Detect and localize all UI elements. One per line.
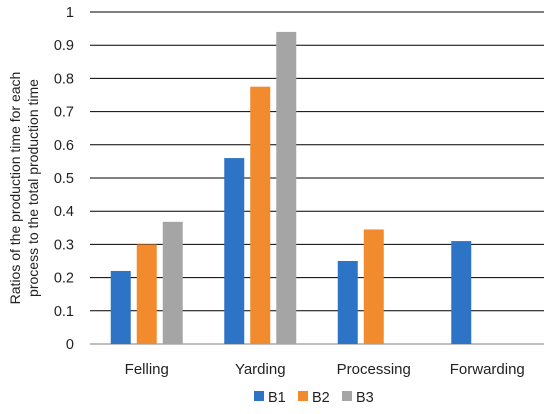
y-tick-label: 0.2 (54, 271, 74, 287)
x-tick-label: Processing (337, 361, 411, 378)
y-tick-label: 0 (66, 337, 74, 353)
x-tick-label: Felling (125, 361, 169, 378)
x-tick-labels: Felling Yarding Processing Forwarding (125, 361, 525, 378)
x-tick-label: Yarding (235, 361, 286, 378)
bar-b2-felling (136, 244, 157, 344)
gridlines (90, 11, 544, 345)
bar-b3-yarding (276, 31, 297, 344)
legend-label-b2: B2 (312, 390, 330, 406)
bar-b2-processing (363, 229, 384, 344)
bar-b1-yarding (224, 158, 245, 344)
y-tick-label: 0.9 (54, 38, 74, 54)
y-tick-labels: 0 0.1 0.2 0.3 0.4 0.5 0.6 0.7 0.8 0.9 1 (54, 5, 74, 353)
x-tick-label: Forwarding (450, 361, 525, 378)
y-axis-title-line-2: process to the total production time (25, 79, 41, 297)
bar-b1-processing (337, 261, 358, 344)
y-tick-label: 0.6 (54, 138, 74, 154)
y-tick-label: 0.7 (54, 105, 74, 121)
y-tick-label: 0.8 (54, 71, 74, 87)
legend-swatch-b2 (298, 391, 308, 401)
bar-b3-felling (162, 221, 183, 344)
bar-b1-forwarding (451, 241, 472, 344)
legend: B1 B2 B3 (254, 390, 374, 406)
legend-swatch-b3 (342, 391, 352, 401)
legend-swatch-b1 (254, 391, 264, 401)
y-tick-label: 0.4 (54, 204, 74, 220)
bar-b2-yarding (250, 86, 271, 344)
y-tick-label: 0.5 (54, 171, 74, 187)
bar-b1-felling (110, 270, 131, 344)
legend-label-b1: B1 (268, 390, 286, 406)
y-axis-title-line-1: Ratios of the production time for each (7, 72, 23, 305)
bars (110, 31, 472, 344)
y-tick-label: 0.1 (54, 304, 74, 320)
y-tick-label: 1 (66, 5, 74, 21)
y-axis-title: Ratios of the production time for each p… (7, 72, 41, 305)
legend-label-b3: B3 (356, 390, 374, 406)
y-tick-label: 0.3 (54, 237, 74, 253)
